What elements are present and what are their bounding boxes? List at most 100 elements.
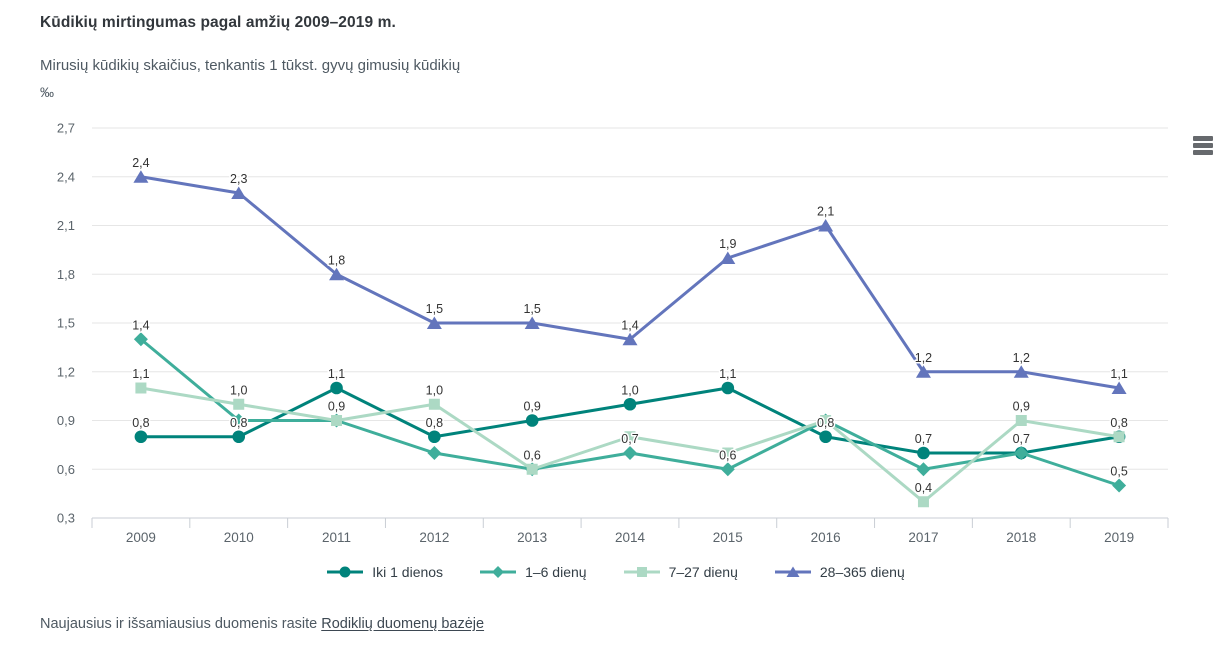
footer-note-text: Naujausius ir išsamiausius duomenis rasi… (40, 616, 318, 632)
circle-marker-icon (327, 566, 364, 578)
data-point-7-27-dien-2013[interactable] (526, 463, 538, 475)
data-point-7-27-dien-2015[interactable] (722, 447, 734, 459)
data-label: 0,9 (328, 400, 345, 414)
data-label: 1,4 (621, 318, 638, 332)
data-point-28-365-dien-2015[interactable] (720, 251, 736, 265)
data-label: 1,1 (1110, 367, 1127, 381)
data-point-28-365-dien-2012[interactable] (426, 316, 442, 330)
triangle-marker-icon (774, 566, 811, 577)
data-point-1-6-dien-2009[interactable] (133, 332, 148, 347)
data-point-7-27-dien-2010[interactable] (233, 398, 245, 410)
data-point-7-27-dien-2017[interactable] (917, 496, 929, 508)
data-point-1-6-dien-2015[interactable] (720, 462, 735, 477)
data-point-1-6-dien-2012[interactable] (427, 446, 442, 460)
y-tick-label: 1,2 (57, 364, 75, 379)
data-label: 0,4 (915, 481, 932, 495)
data-label: 0,8 (817, 416, 834, 430)
y-axis-labels: 0,3 0,6 0,9 1,2 1,5 1,8 2,1 2,4 2,7 (57, 121, 75, 526)
x-tick-label: 2010 (224, 530, 254, 545)
diamond-marker-icon (480, 566, 517, 578)
data-label: 0,6 (523, 448, 540, 462)
data-point-28-365-dien-2011[interactable] (329, 267, 345, 281)
y-tick-label: 0,3 (57, 511, 75, 526)
chart-subtitle: Mirusių kūdikių skaičius, tenkantis 1 tū… (40, 57, 461, 74)
data-label: 0,8 (230, 416, 247, 430)
chart-legend: Iki 1 dienos 1–6 dienų 7–27 dienų 28–365 di… (0, 564, 1231, 580)
data-point-iki-1-dienos-2010[interactable] (232, 430, 246, 444)
legend-item-7-27-dien[interactable]: 7–27 dienų (623, 564, 738, 580)
footer-link[interactable]: Rodiklių duomenų bazėje (321, 616, 485, 632)
data-label: 1,5 (426, 302, 443, 316)
legend-label: Iki 1 dienos (372, 564, 444, 580)
data-label: 0,9 (523, 400, 540, 414)
data-point-iki-1-dienos-2016[interactable] (819, 430, 832, 444)
data-label: 1,0 (621, 383, 638, 397)
data-point-7-27-dien-2012[interactable] (428, 398, 440, 410)
x-tick-label: 2019 (1104, 530, 1134, 545)
data-point-7-27-dien-2019[interactable] (1113, 431, 1125, 443)
data-label: 0,8 (132, 416, 149, 430)
data-label: 1,0 (426, 383, 443, 397)
data-point-28-365-dien-2009[interactable] (133, 170, 149, 183)
data-label: 1,2 (1013, 351, 1030, 365)
data-label: 1,1 (328, 367, 345, 381)
data-point-iki-1-dienos-2013[interactable] (525, 414, 539, 427)
data-label: 0,7 (621, 432, 638, 446)
data-label: 1,1 (132, 367, 149, 381)
data-point-7-27-dien-2014[interactable] (624, 431, 636, 443)
data-point-28-365-dien-2018[interactable] (1013, 365, 1029, 378)
data-point-7-27-dien-2016[interactable] (820, 415, 832, 426)
legend-item-iki-1-dienos[interactable]: Iki 1 dienos (326, 564, 443, 580)
y-tick-label: 0,6 (57, 462, 75, 477)
data-point-28-365-dien-2014[interactable] (622, 332, 638, 346)
data-point-iki-1-dienos-2017[interactable] (917, 446, 930, 460)
y-tick-label: 2,4 (57, 169, 75, 184)
data-label: 1,8 (328, 253, 345, 267)
x-tick-label: 2018 (1006, 530, 1036, 545)
data-label: 2,4 (132, 156, 149, 170)
data-point-28-365-dien-2019[interactable] (1111, 381, 1127, 395)
data-point-1-6-dien-2010[interactable] (231, 413, 246, 428)
footer-note: Naujausius ir išsamiausius duomenis rasi… (40, 616, 484, 632)
data-label: 0,6 (719, 448, 736, 462)
x-tick-label: 2012 (419, 530, 449, 545)
legend-item-1-6-dien[interactable]: 1–6 dienų (479, 564, 587, 580)
x-tick-label: 2013 (517, 530, 547, 545)
chart-context-menu-button[interactable] (1191, 133, 1219, 158)
x-tick-label: 2014 (615, 530, 646, 545)
data-label: 0,8 (1110, 416, 1127, 430)
data-point-7-27-dien-2009[interactable] (135, 382, 147, 394)
series-7-27-dien (135, 382, 1125, 508)
data-point-1-6-dien-2018[interactable] (1014, 446, 1029, 460)
page-title: Kūdikių mirtingumas pagal amžių 2009–201… (40, 14, 396, 31)
data-point-7-27-dien-2011[interactable] (331, 415, 343, 426)
x-tick-label: 2017 (908, 530, 938, 545)
data-point-28-365-dien-2016[interactable] (818, 219, 834, 232)
data-label: 1,9 (719, 237, 736, 251)
data-point-1-6-dien-2017[interactable] (916, 462, 931, 477)
data-point-iki-1-dienos-2012[interactable] (428, 430, 441, 444)
data-point-7-27-dien-2018[interactable] (1015, 415, 1027, 426)
x-tick-label: 2011 (322, 530, 351, 545)
data-point-iki-1-dienos-2015[interactable] (721, 381, 735, 395)
data-point-iki-1-dienos-2011[interactable] (330, 381, 343, 395)
data-point-1-6-dien-2014[interactable] (623, 446, 637, 460)
y-tick-label: 1,8 (57, 267, 75, 282)
data-label: 1,1 (719, 367, 736, 381)
y-gridlines (92, 127, 1168, 470)
data-labels: 0,8 0,8 1,1 0,8 0,9 1,0 1,1 0,8 0,7 1,4 0,7 0,6 0,7 0… (131, 154, 1130, 496)
data-point-28-365-dien-2010[interactable] (231, 186, 247, 200)
data-label: 0,7 (1013, 432, 1030, 446)
y-tick-label: 2,7 (57, 121, 75, 136)
data-point-1-6-dien-2019[interactable] (1112, 478, 1127, 493)
data-label: 0,9 (1013, 400, 1030, 414)
data-point-iki-1-dienos-2009[interactable] (134, 430, 148, 444)
data-point-iki-1-dienos-2014[interactable] (623, 397, 637, 411)
x-axis: 2009 2010 2011 2012 2013 2014 2015 2016 2017 2018… (91, 517, 1169, 545)
data-point-28-365-dien-2013[interactable] (524, 316, 540, 330)
data-label: 1,4 (132, 318, 149, 332)
data-point-28-365-dien-2017[interactable] (915, 365, 931, 378)
legend-item-28-365-dien[interactable]: 28–365 dienų (774, 564, 905, 580)
